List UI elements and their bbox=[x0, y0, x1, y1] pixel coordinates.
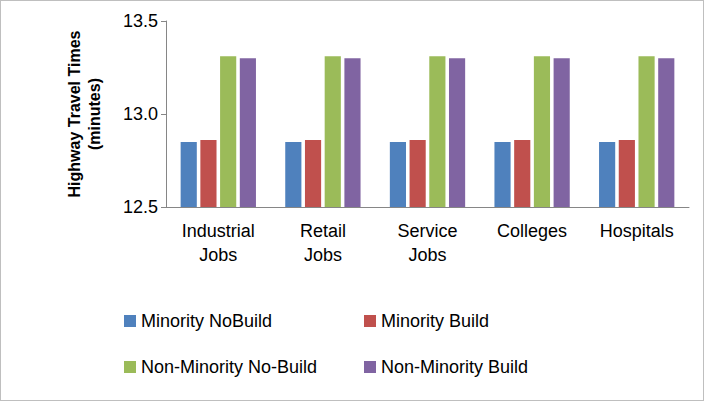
svg-text:Colleges: Colleges bbox=[497, 221, 567, 241]
svg-text:Jobs: Jobs bbox=[199, 245, 237, 265]
svg-text:Industrial: Industrial bbox=[182, 221, 255, 241]
svg-text:13.5: 13.5 bbox=[123, 11, 158, 31]
svg-text:Minority NoBuild: Minority NoBuild bbox=[141, 311, 272, 331]
svg-text:Retail: Retail bbox=[300, 221, 346, 241]
svg-text:Hospitals: Hospitals bbox=[600, 221, 674, 241]
svg-text:Jobs: Jobs bbox=[304, 245, 342, 265]
svg-text:Highway Travel Times: Highway Travel Times bbox=[66, 30, 83, 197]
svg-text:Service: Service bbox=[397, 221, 457, 241]
svg-text:Non-Minority No-Build: Non-Minority No-Build bbox=[141, 357, 317, 377]
svg-text:Jobs: Jobs bbox=[408, 245, 446, 265]
svg-text:Non-Minority Build: Non-Minority Build bbox=[381, 357, 528, 377]
svg-text:(minutes): (minutes) bbox=[86, 78, 103, 150]
svg-text:13.0: 13.0 bbox=[123, 104, 158, 124]
svg-text:12.5: 12.5 bbox=[123, 197, 158, 217]
svg-text:Minority Build: Minority Build bbox=[381, 311, 489, 331]
